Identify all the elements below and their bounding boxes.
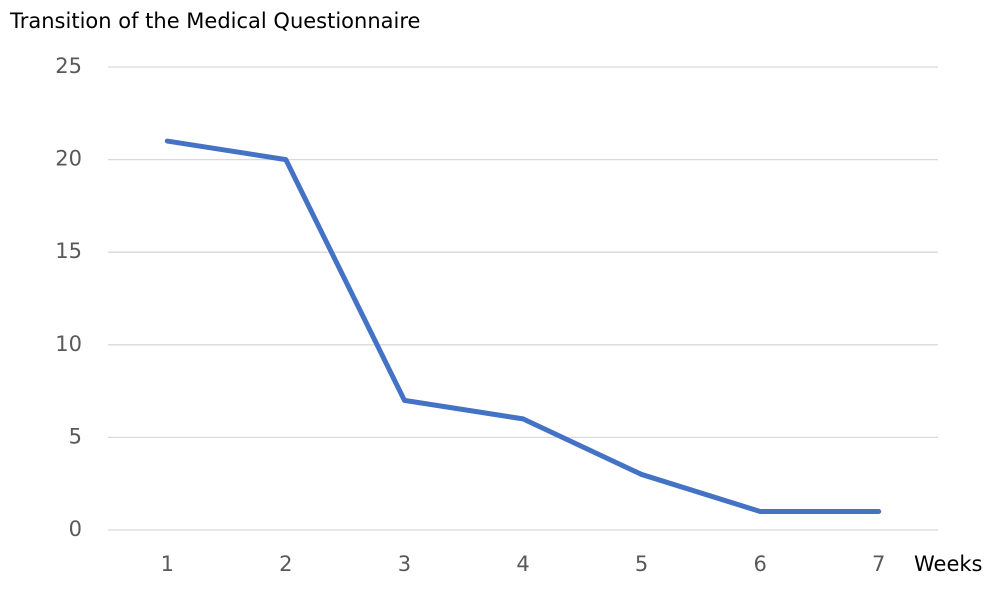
x-tick-label: 1 [161, 552, 174, 576]
y-tick-label: 20 [55, 147, 82, 171]
y-tick-label: 25 [55, 54, 82, 78]
x-tick-label: 3 [398, 552, 411, 576]
x-axis-label: Weeks [914, 552, 982, 576]
data-line [164, 138, 882, 514]
x-tick-label: 2 [279, 552, 292, 576]
y-tick-label: 5 [69, 424, 82, 448]
y-tick-label: 15 [55, 239, 82, 263]
chart-title: Transition of the Medical Questionnaire [9, 9, 420, 33]
x-tick-label: 5 [635, 552, 648, 576]
x-tick-label: 7 [872, 552, 885, 576]
x-tick-label: 6 [753, 552, 766, 576]
x-tick-label: 4 [516, 552, 529, 576]
y-tick-label: 10 [55, 332, 82, 356]
y-tick-label: 0 [69, 517, 82, 541]
